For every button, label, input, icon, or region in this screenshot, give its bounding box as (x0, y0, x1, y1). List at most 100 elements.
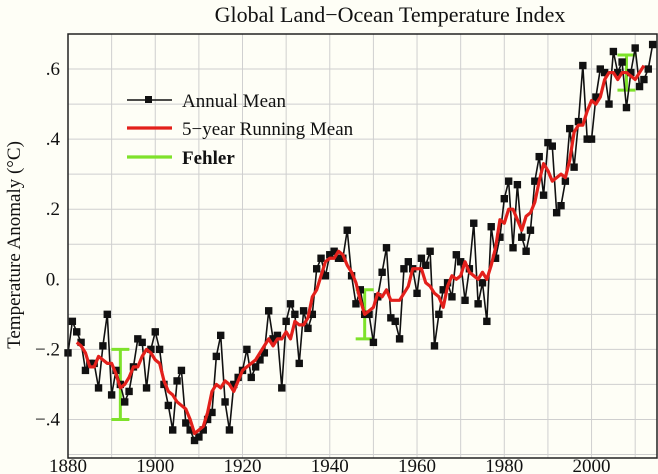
annual-mean-point (230, 380, 238, 389)
annual-mean-point (247, 373, 255, 382)
annual-mean-point (378, 268, 386, 276)
legend: Annual Mean 5−year Running Mean Fehler (127, 91, 354, 169)
annual-mean-point (461, 296, 469, 305)
annual-mean-point (326, 251, 334, 259)
annual-mean-point (99, 342, 107, 350)
x-axis-ticks: 1880 1900 1920 1940 1960 1980 2000 (49, 456, 611, 474)
y-tick-label: .6 (46, 59, 60, 80)
x-tick-label: 1960 (398, 456, 436, 474)
annual-mean-point (456, 258, 465, 266)
annual-mean-point (243, 345, 251, 354)
annual-mean-point (426, 247, 434, 255)
annual-mean-point (217, 331, 225, 340)
annual-mean-point (155, 345, 164, 354)
annual-mean-point (134, 335, 142, 343)
annual-mean-point (552, 209, 561, 217)
annual-mean-point (147, 345, 155, 354)
annual-mean-point (413, 289, 421, 298)
annual-mean-point (596, 65, 604, 73)
annual-mean-point (73, 328, 81, 336)
annual-mean-point (334, 254, 343, 262)
annual-mean-point (574, 117, 583, 126)
y-tick-label: .2 (46, 199, 60, 220)
annual-mean-point (312, 265, 321, 273)
annual-mean-point (474, 300, 482, 308)
y-tick-label: .4 (46, 129, 61, 150)
annual-mean-point (199, 426, 207, 434)
annual-mean-point (103, 310, 111, 319)
x-tick-label: 1880 (49, 456, 87, 474)
annual-mean-point (251, 363, 260, 371)
annual-mean-point (269, 335, 277, 343)
annual-mean-point (256, 356, 264, 364)
annual-mean-point (321, 272, 330, 280)
annual-mean-point (195, 433, 203, 441)
annual-mean-point (417, 254, 426, 262)
annual-mean-point (382, 244, 391, 252)
legend-label-annual-mean: Annual Mean (182, 91, 286, 112)
annual-mean-point (448, 293, 456, 301)
annual-mean-point (452, 251, 461, 259)
annual-mean-point (522, 247, 530, 255)
annual-mean-point (600, 68, 609, 77)
x-tick-label: 1980 (485, 456, 523, 474)
y-axis-label: Temperature Anomaly (°C) (4, 141, 25, 349)
annual-mean-point (548, 142, 556, 150)
legend-item-error: Fehler (127, 148, 235, 169)
annual-mean-point (614, 68, 622, 77)
annual-mean-point (640, 75, 648, 84)
annual-mean-point (295, 359, 303, 368)
annual-mean-point (125, 387, 133, 396)
annual-mean-point (566, 124, 574, 133)
annual-mean-point (173, 377, 181, 385)
annual-mean-point (609, 47, 618, 56)
legend-item-running-mean: 5−year Running Mean (127, 119, 354, 140)
annual-mean-point (583, 135, 591, 143)
annual-mean-point (587, 135, 596, 143)
x-tick-label: 1920 (224, 456, 262, 474)
annual-mean-point (539, 191, 548, 199)
annual-mean-point (435, 310, 443, 319)
annual-mean-point (535, 152, 543, 161)
annual-mean-point (190, 436, 199, 445)
annual-mean-point (343, 226, 351, 234)
annual-mean-point (208, 408, 216, 417)
annual-mean-point (570, 163, 578, 171)
annual-mean-point (400, 265, 408, 273)
annual-mean-point (317, 254, 325, 262)
annual-mean-point (509, 244, 517, 252)
annual-mean-point (648, 40, 657, 49)
annual-mean-point (369, 338, 378, 347)
annual-mean-point (544, 138, 552, 147)
annual-mean-point (496, 233, 504, 241)
annual-mean-point (142, 384, 151, 392)
annual-mean-point (422, 261, 430, 269)
annual-mean-point (77, 338, 85, 347)
annual-mean-point (121, 398, 129, 406)
annual-mean-point (291, 310, 299, 319)
annual-mean-point (561, 177, 570, 185)
annual-mean-point (138, 338, 146, 347)
annual-mean-point (518, 233, 526, 241)
annual-mean-point (81, 366, 90, 375)
annual-mean-point (182, 419, 190, 427)
annual-mean-point (557, 202, 565, 210)
annual-mean-point (513, 180, 522, 189)
annual-mean-point (391, 317, 399, 326)
annual-mean-point (635, 82, 644, 91)
annual-mean-point (107, 391, 116, 399)
legend-item-annual-mean: Annual Mean (127, 91, 286, 112)
annual-mean-point (286, 300, 295, 308)
annual-mean-point (439, 286, 447, 294)
annual-mean-point (308, 310, 317, 319)
annual-mean-point (531, 177, 539, 185)
annual-mean-point (365, 310, 373, 319)
legend-label-error: Fehler (182, 148, 235, 169)
annual-mean-point (278, 384, 286, 392)
annual-mean-point (644, 65, 652, 73)
x-tick-label: 2000 (573, 456, 611, 474)
annual-mean-point (631, 44, 639, 52)
legend-marker-square (145, 96, 152, 103)
annual-mean-point (186, 426, 194, 434)
